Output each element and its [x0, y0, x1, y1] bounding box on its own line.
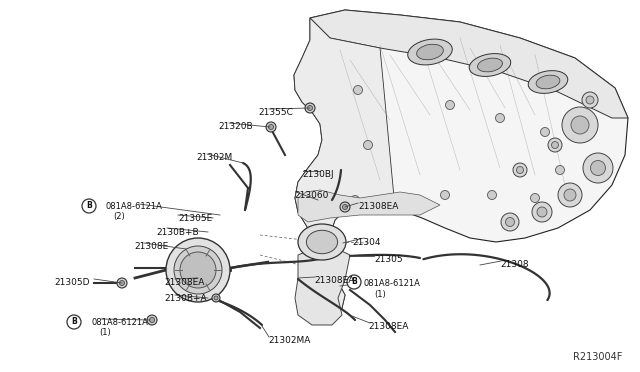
Circle shape — [562, 107, 598, 143]
Circle shape — [440, 190, 449, 199]
Polygon shape — [295, 248, 350, 325]
Circle shape — [340, 202, 350, 212]
Circle shape — [214, 296, 218, 300]
Circle shape — [394, 193, 403, 202]
Circle shape — [305, 103, 315, 113]
Text: 21308EA: 21308EA — [368, 322, 408, 331]
Circle shape — [166, 238, 230, 302]
Text: 21355C: 21355C — [258, 108, 293, 117]
Text: 21308E: 21308E — [134, 242, 168, 251]
Circle shape — [558, 183, 582, 207]
Circle shape — [82, 199, 96, 213]
Text: 21304: 21304 — [352, 238, 381, 247]
Circle shape — [556, 166, 564, 174]
Circle shape — [266, 122, 276, 132]
Circle shape — [564, 189, 576, 201]
Text: (1): (1) — [374, 290, 386, 299]
Circle shape — [269, 125, 273, 129]
Text: 21302MA: 21302MA — [268, 336, 310, 345]
Ellipse shape — [469, 54, 511, 76]
Ellipse shape — [307, 230, 338, 254]
Circle shape — [150, 317, 154, 323]
Circle shape — [586, 96, 594, 104]
Polygon shape — [294, 10, 628, 322]
Circle shape — [351, 196, 360, 205]
Ellipse shape — [417, 44, 444, 60]
Circle shape — [583, 153, 613, 183]
Circle shape — [120, 280, 125, 285]
Circle shape — [147, 315, 157, 325]
Circle shape — [353, 86, 362, 94]
Circle shape — [307, 106, 312, 110]
Circle shape — [117, 278, 127, 288]
Circle shape — [537, 207, 547, 217]
Text: 2130B+A: 2130B+A — [164, 294, 207, 303]
Text: 081A8-6121A: 081A8-6121A — [105, 202, 162, 211]
Text: (1): (1) — [99, 328, 111, 337]
Text: 21308EA: 21308EA — [358, 202, 398, 211]
Text: 21305D: 21305D — [54, 278, 90, 287]
Text: 081A8-6121A: 081A8-6121A — [364, 279, 421, 288]
Text: 21308EA: 21308EA — [164, 278, 204, 287]
Circle shape — [347, 275, 361, 289]
Text: B: B — [86, 202, 92, 211]
Circle shape — [174, 246, 222, 294]
Circle shape — [180, 252, 216, 288]
Circle shape — [591, 160, 605, 176]
Circle shape — [212, 294, 220, 302]
Polygon shape — [294, 18, 395, 322]
Circle shape — [541, 128, 550, 137]
Ellipse shape — [408, 39, 452, 65]
Text: 2130B+B: 2130B+B — [156, 228, 198, 237]
Text: B: B — [71, 317, 77, 327]
Text: 21302M: 21302M — [196, 153, 232, 162]
Circle shape — [571, 116, 589, 134]
Text: (2): (2) — [113, 212, 125, 221]
Circle shape — [552, 141, 559, 148]
Text: 081A8-6121A: 081A8-6121A — [91, 318, 148, 327]
Text: 21305E: 21305E — [178, 214, 212, 223]
Text: R213004F: R213004F — [573, 352, 622, 362]
Text: B: B — [351, 278, 357, 286]
Circle shape — [513, 163, 527, 177]
Circle shape — [582, 92, 598, 108]
Circle shape — [532, 202, 552, 222]
Circle shape — [445, 100, 454, 109]
Ellipse shape — [536, 75, 560, 89]
Ellipse shape — [477, 58, 502, 72]
Text: 2130BJ: 2130BJ — [302, 170, 333, 179]
Circle shape — [531, 193, 540, 202]
Text: 213060: 213060 — [294, 191, 328, 200]
Polygon shape — [310, 10, 628, 118]
Circle shape — [516, 167, 524, 173]
Circle shape — [342, 205, 348, 209]
Text: 21305: 21305 — [374, 255, 403, 264]
Circle shape — [364, 141, 372, 150]
Polygon shape — [298, 190, 440, 222]
Ellipse shape — [528, 71, 568, 93]
Circle shape — [548, 138, 562, 152]
Circle shape — [506, 218, 515, 227]
Circle shape — [495, 113, 504, 122]
Text: 21308EA: 21308EA — [314, 276, 355, 285]
Ellipse shape — [298, 224, 346, 260]
Circle shape — [501, 213, 519, 231]
Text: 21308: 21308 — [500, 260, 529, 269]
Circle shape — [67, 315, 81, 329]
Circle shape — [488, 190, 497, 199]
Text: 21320B: 21320B — [218, 122, 253, 131]
